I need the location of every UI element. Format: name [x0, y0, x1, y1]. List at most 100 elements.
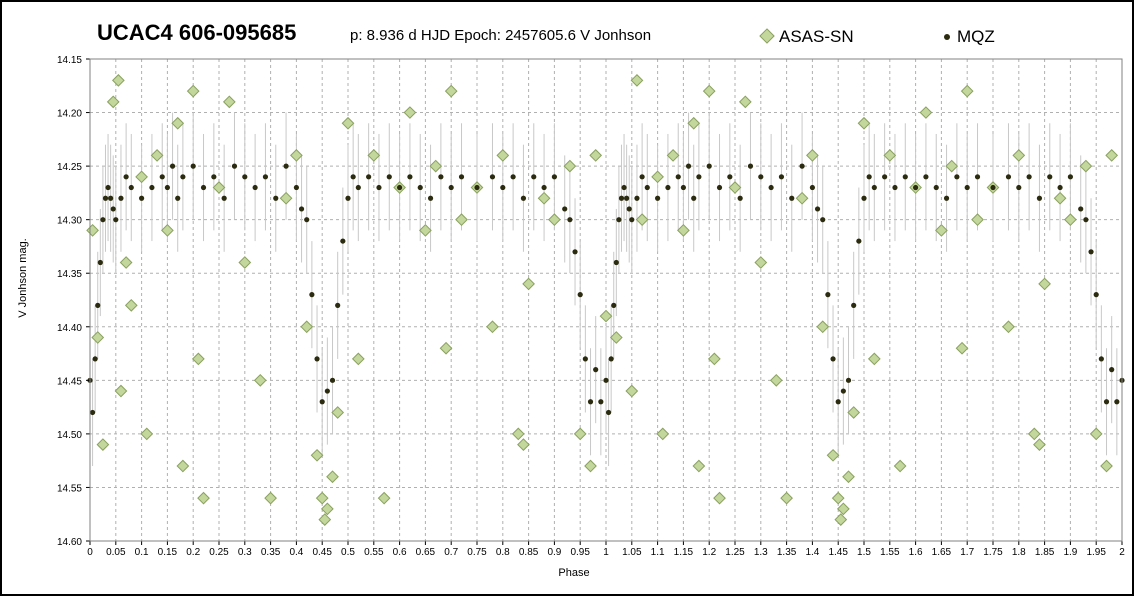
x-tick-label: 0.05 [106, 547, 126, 558]
asas-sn-point [816, 320, 830, 334]
y-tick-label: 14.15 [57, 55, 82, 66]
mqz-point [706, 163, 712, 169]
asas-sn-point [150, 149, 164, 162]
mqz-point [262, 174, 269, 180]
y-tick-label: 14.35 [57, 269, 82, 280]
mqz-point [1088, 249, 1094, 255]
asas-sn-point [331, 406, 345, 419]
mqz-point [309, 292, 315, 298]
asas-sn-point [1033, 438, 1046, 451]
asas-sn-point [341, 116, 355, 130]
y-tick-label: 14.45 [57, 376, 82, 387]
mqz-point [304, 217, 310, 223]
mqz-point [618, 195, 625, 201]
mqz-point [629, 217, 635, 223]
mqz-point [200, 184, 207, 191]
x-tick-label: 0.5 [341, 547, 355, 558]
asas-sn-point [114, 384, 128, 398]
mqz-point [616, 217, 622, 223]
asas-sn-point [857, 116, 871, 130]
mqz-point [603, 377, 609, 383]
mqz-point [128, 184, 134, 191]
asas-sn-point [847, 406, 861, 419]
mqz-point [350, 174, 356, 180]
mqz-point [809, 184, 816, 191]
mqz-point [474, 184, 480, 191]
asas-sn-point [945, 159, 959, 173]
asas-sn-point [666, 149, 680, 162]
mqz-point [95, 302, 101, 308]
mqz-point [747, 163, 754, 169]
asas-sn-point [971, 213, 984, 227]
asas-sn-point [367, 149, 381, 162]
mqz-point [680, 184, 687, 191]
x-tick-label: 1 [603, 547, 609, 558]
asas-sn-point [140, 427, 154, 441]
mqz-point [105, 184, 111, 191]
mqz-point [407, 174, 413, 180]
asas-sn-point [444, 84, 458, 98]
asas-sn-point [883, 149, 897, 162]
mqz-point [964, 184, 970, 191]
mqz-point [458, 174, 465, 180]
asas-sn-point [124, 298, 138, 312]
mqz-point [541, 184, 547, 191]
asas-sn-point [197, 491, 210, 505]
mqz-point [567, 217, 573, 223]
asas-sn-point [955, 341, 969, 355]
mqz-point [190, 163, 196, 169]
mqz-point [737, 195, 743, 201]
x-tick-label: 0.9 [547, 547, 561, 558]
mqz-point [123, 174, 129, 180]
asas-sn-point [677, 224, 690, 237]
axes [86, 58, 1123, 545]
x-tick-label: 0.3 [238, 547, 252, 558]
plot-area-border [89, 58, 1123, 542]
mqz-point [582, 356, 588, 362]
x-tick-label: 1.95 [1086, 547, 1106, 558]
mqz-point [1067, 174, 1073, 180]
mqz-point [1057, 184, 1063, 191]
mqz-point [685, 163, 692, 169]
mqz-point [608, 356, 614, 362]
x-tick-label: 1.2 [702, 547, 716, 558]
asas-sn-point [429, 159, 443, 173]
mqz-point [417, 184, 423, 191]
asas-sn-point [651, 170, 664, 184]
asas-sn-point [253, 373, 267, 387]
asas-sn-point [834, 513, 848, 526]
asas-sn-point [1105, 149, 1119, 162]
x-tick-label: 0.25 [209, 547, 229, 558]
asas-sn-point [960, 84, 974, 98]
mqz-point [1078, 206, 1084, 212]
mqz-point [164, 184, 170, 191]
legend-asas-sn-marker [759, 28, 775, 44]
mqz-point [97, 259, 103, 266]
x-tick-label: 0.55 [364, 547, 384, 558]
x-tick-label: 0.1 [135, 547, 149, 558]
asas-sn-point [1079, 159, 1093, 173]
asas-sn-point [1089, 427, 1103, 441]
asas-sn-point [713, 491, 726, 505]
asas-sn-point [318, 513, 332, 526]
mqz-point [789, 195, 795, 201]
x-tick-label: 1.35 [777, 547, 797, 558]
mqz-point [577, 292, 583, 298]
x-tick-label: 1.15 [674, 547, 694, 558]
asas-sn-point [537, 191, 551, 205]
x-axis-label: Phase [558, 567, 589, 579]
mqz-point [892, 184, 898, 191]
mqz-point [871, 184, 877, 191]
x-tick-label: 0.65 [416, 547, 436, 558]
mqz-point [621, 184, 627, 191]
asas-sn-point [315, 491, 329, 505]
mqz-point [366, 174, 372, 180]
x-tick-label: 1.3 [754, 547, 768, 558]
x-tick-label: 2 [1119, 547, 1125, 558]
mqz-point [990, 184, 996, 191]
mqz-point [335, 302, 341, 308]
mqz-point [113, 217, 119, 223]
y-tick-label: 14.30 [57, 216, 82, 227]
asas-sn-point [351, 352, 365, 366]
asas-sn-point [522, 277, 535, 291]
